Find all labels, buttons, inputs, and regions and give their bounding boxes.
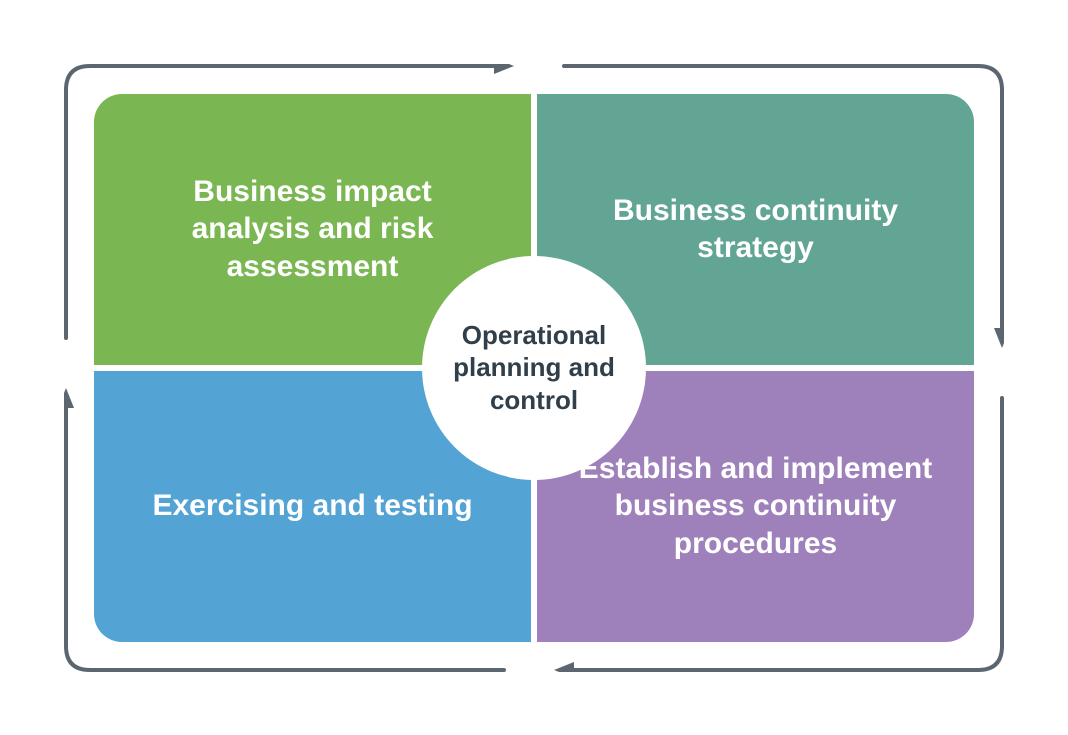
quadrant-top-right-label: Business continuity strategy [577, 192, 934, 267]
bcm-cycle-diagram: Business impact analysis and risk assess… [94, 94, 974, 642]
center-label: Operational planning and control [440, 319, 628, 417]
quadrant-top-left-label: Business impact analysis and risk assess… [134, 173, 491, 286]
quadrant-bottom-right-label: Establish and implement business continu… [577, 450, 934, 563]
quadrant-bottom-left-label: Exercising and testing [152, 487, 472, 525]
quadrant-grid: Business impact analysis and risk assess… [94, 94, 974, 642]
center-circle: Operational planning and control [422, 256, 646, 480]
